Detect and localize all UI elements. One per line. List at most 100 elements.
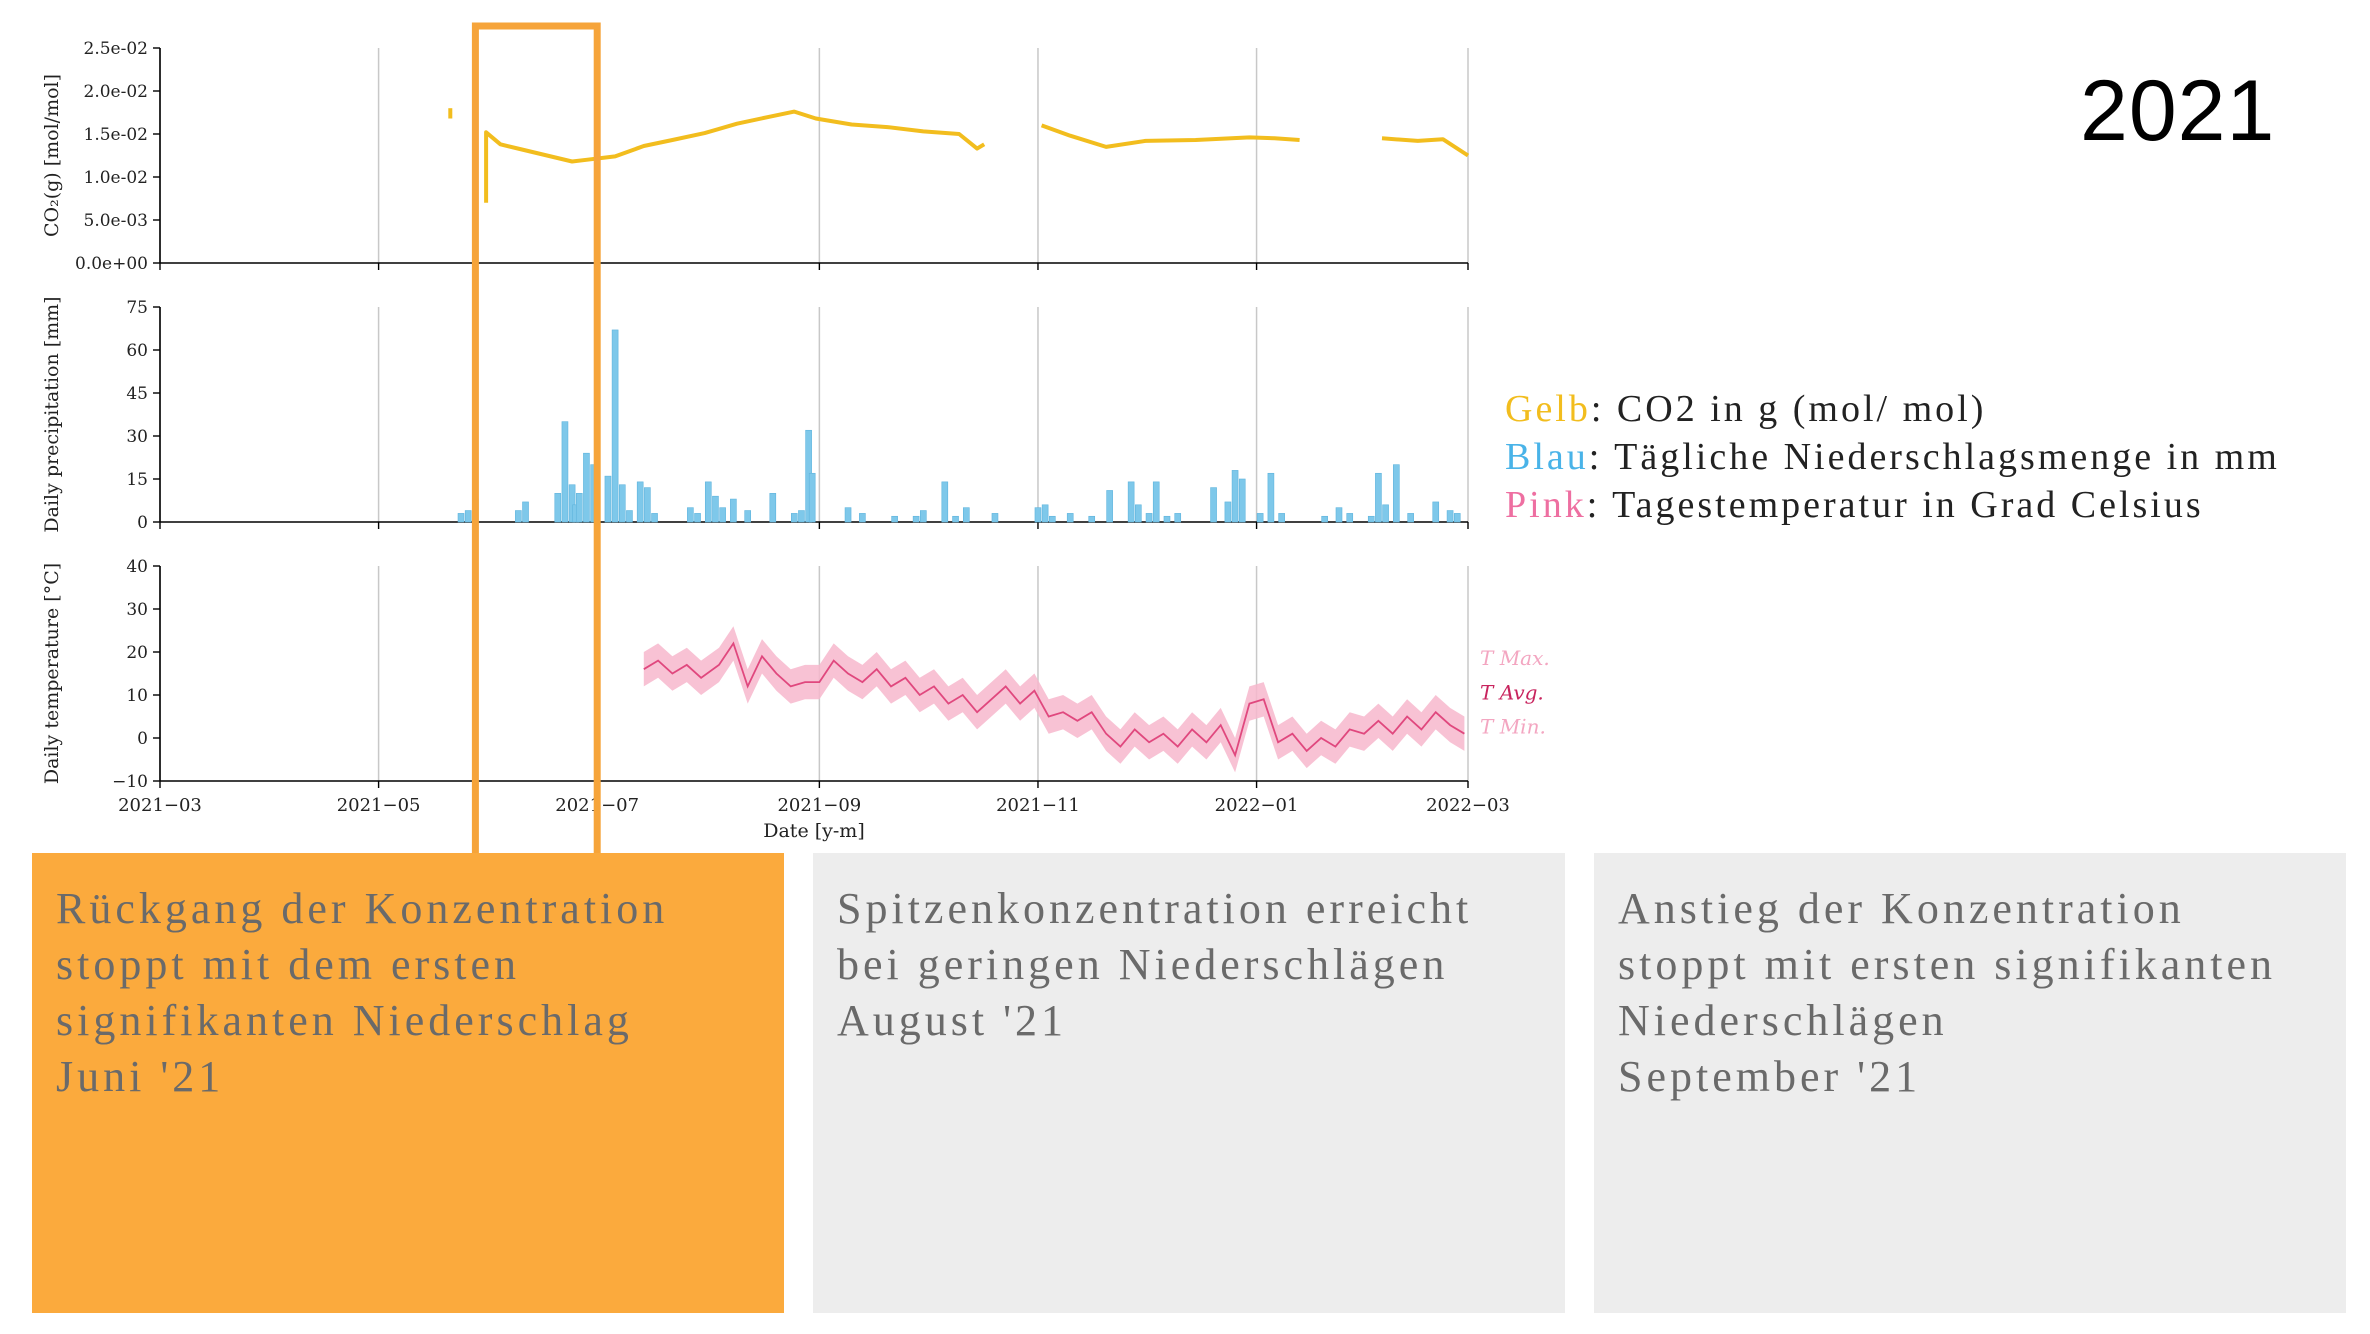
precipitation-bar	[618, 484, 626, 523]
annotation-line: Anstieg der Konzentration	[1618, 884, 2185, 933]
precipitation-bar	[457, 513, 465, 523]
precipitation-bar	[912, 515, 920, 523]
y-tick-label: 30	[126, 427, 148, 447]
x-tick-label: 2022−01	[1215, 795, 1299, 816]
precipitation-bar	[554, 493, 562, 523]
precipitation-bar	[719, 507, 726, 523]
precipitation-bar	[1321, 515, 1328, 523]
annotation-line: September '21	[1618, 1052, 1922, 1101]
legend-row-co2: Gelb: CO2 in g (mol/ mol)	[1505, 385, 2280, 433]
y-tick-label: 10	[126, 686, 148, 706]
precipitation-bar	[744, 510, 752, 523]
temperature-legend-label: T Max.	[1480, 646, 1550, 670]
legend-text-temperature: : Tagestemperatur in Grad Celsius	[1586, 484, 2204, 526]
precipitation-bar	[1041, 504, 1049, 523]
precipitation-bar	[1446, 510, 1454, 523]
legend: Gelb: CO2 in g (mol/ mol) Blau: Tägliche…	[1505, 385, 2280, 529]
y-tick-label: 1.0e-02	[84, 168, 148, 188]
annotation-line: stoppt mit dem ersten	[56, 940, 521, 989]
y-tick-label: 60	[126, 341, 148, 361]
precipitation-bar	[611, 329, 619, 523]
precipitation-bar	[769, 493, 777, 523]
y-tick-label: 2.0e-02	[84, 82, 148, 102]
precipitation-bar	[1145, 513, 1153, 523]
annotation-box-june: Rückgang der Konzentration stoppt mit de…	[32, 853, 784, 1313]
y-tick-label: 0.0e+00	[75, 254, 148, 274]
x-tick-label: 2021−03	[118, 795, 202, 816]
y-axis-label: CO₂(g) [mol/mol]	[41, 74, 63, 237]
x-tick-label: 2021−09	[777, 795, 861, 816]
precipitation-bar	[1375, 472, 1382, 523]
precipitation-bar	[1049, 515, 1056, 523]
x-axis-label: Date [y-m]	[763, 820, 864, 842]
y-tick-label: 30	[126, 600, 148, 620]
co2-series-line	[1381, 136, 1470, 158]
precipitation-bar	[919, 510, 927, 523]
y-tick-label: 1.5e-02	[84, 125, 148, 145]
annotation-line: bei geringen Niederschlägen	[837, 940, 1449, 989]
highlight-rectangle	[471, 22, 601, 860]
precipitation-bar	[1231, 470, 1239, 523]
precipitation-bar	[891, 515, 898, 523]
annotation-line: stoppt mit ersten signifikanten	[1618, 940, 2277, 989]
annotation-line: signifikanten Niederschlag	[56, 996, 633, 1045]
y-axis-label: Daily temperature [°C]	[41, 563, 63, 784]
precipitation-bar	[798, 510, 805, 523]
annotation-line: August '21	[837, 996, 1068, 1045]
y-axis-label: Daily precipitation [mm]	[41, 296, 63, 532]
precipitation-bar	[859, 513, 866, 523]
precipitation-bar	[730, 498, 737, 523]
precipitation-bar	[1066, 513, 1074, 523]
precipitation-bar	[636, 481, 644, 523]
precipitation-bar	[1335, 507, 1343, 523]
y-tick-label: 15	[126, 470, 148, 490]
legend-key-pink: Pink	[1505, 484, 1587, 526]
precipitation-bar	[1267, 472, 1275, 523]
precipitation-bar	[1106, 490, 1113, 523]
precipitation-bar	[1407, 513, 1414, 523]
precipitation-bar	[1238, 478, 1246, 523]
y-tick-label: 20	[126, 643, 148, 663]
precipitation-bar	[1088, 515, 1096, 523]
precipitation-bar	[712, 495, 719, 523]
y-tick-label: 0	[137, 729, 148, 749]
precipitation-bar	[1393, 464, 1400, 523]
annotation-box-september: Anstieg der Konzentration stoppt mit ers…	[1594, 853, 2346, 1313]
panel-0: 0.0e+00 5.0e-03 1.0e-02 1.5e-02 2.0e-02 2.5e-…	[41, 39, 1470, 274]
annotation-line: Niederschlägen	[1618, 996, 1948, 1045]
legend-key-blau: Blau	[1505, 436, 1589, 478]
precipitation-bar	[694, 513, 701, 523]
precipitation-bar	[1127, 481, 1135, 523]
temperature-avg-line	[643, 641, 1465, 758]
co2-series-line	[1040, 123, 1300, 149]
legend-row-precipitation: Blau: Tägliche Niederschlagsmenge in mm	[1505, 433, 2280, 481]
precipitation-bar	[790, 513, 798, 523]
precipitation-bar	[626, 510, 633, 523]
precipitation-bar	[704, 481, 712, 523]
annotation-box-august: Spitzenkonzentration erreicht bei gering…	[813, 853, 1565, 1313]
precipitation-bar	[1453, 513, 1461, 523]
y-tick-label: −10	[112, 772, 148, 792]
precipitation-bar	[575, 493, 583, 523]
panel-2: −10 0 10 20 30 40 Daily temperature [°C] 2021−0…	[41, 557, 1550, 842]
precipitation-bar	[952, 515, 959, 523]
precipitation-bar	[687, 507, 694, 523]
precipitation-bar	[1256, 513, 1264, 523]
x-tick-label: 2021−11	[996, 795, 1080, 816]
precipitation-bar	[1278, 513, 1285, 523]
annotation-line: Spitzenkonzentration erreicht	[837, 884, 1473, 933]
x-tick-label: 2022−03	[1426, 795, 1510, 816]
precipitation-bar	[941, 481, 949, 523]
precipitation-bar	[963, 507, 970, 523]
precipitation-bar	[568, 484, 576, 523]
precipitation-bar	[1174, 513, 1182, 523]
precipitation-bar	[1224, 501, 1232, 523]
precipitation-bar	[515, 510, 522, 523]
y-tick-label: 75	[126, 298, 148, 318]
x-tick-label: 2021−05	[337, 795, 421, 816]
chart-panels: 0.0e+00 5.0e-03 1.0e-02 1.5e-02 2.0e-02 2.5e-…	[41, 22, 1550, 860]
temperature-legend-label: T Avg.	[1480, 680, 1544, 704]
legend-text-co2: : CO2 in g (mol/ mol)	[1590, 388, 1987, 430]
precipitation-bar	[583, 452, 590, 523]
